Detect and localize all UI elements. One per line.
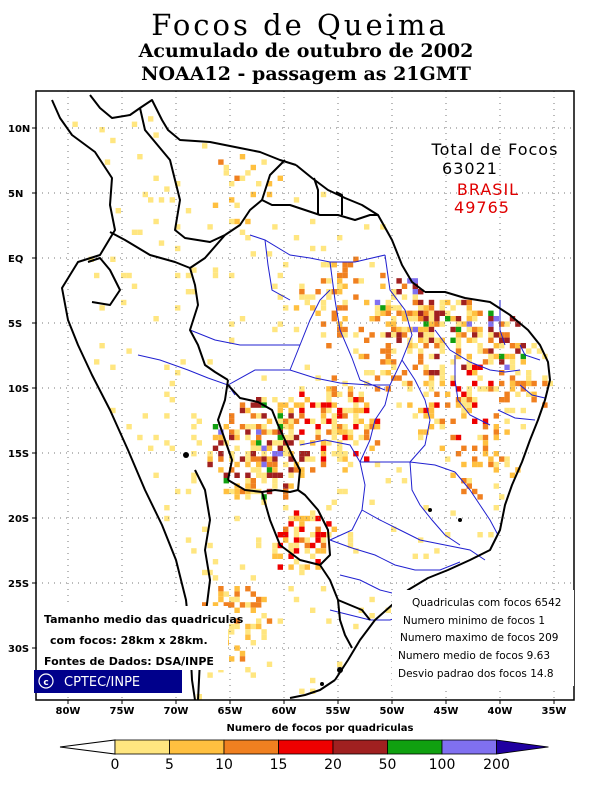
stat-stddev: Desvio padrao dos focos 14.8 [398, 668, 554, 680]
cell-size-line1: Tamanho medio das quadriculas [44, 613, 244, 626]
cell-size-line2: com focos: 28km x 28km. [50, 634, 208, 647]
total-label: Total de Focos [431, 140, 559, 159]
legend-swatch [278, 739, 334, 755]
legend-swatch [387, 739, 443, 755]
lon-tick-label: 75W [110, 706, 135, 717]
country-boundaries [51, 94, 551, 700]
logo-text: CPTEC/INPE [64, 675, 140, 690]
stat-min: Numero minimo de focos 1 [403, 615, 545, 627]
lon-tick-label: 60W [272, 706, 297, 717]
lat-tick-label: EQ [8, 254, 23, 265]
lon-tick-label: 40W [488, 706, 513, 717]
legend-tick-label: 50 [379, 757, 397, 773]
total-value: 63021 [442, 159, 498, 178]
legend-tick-label: 10 [215, 757, 233, 773]
legend-tick-label: 200 [483, 757, 510, 773]
legend-swatch [223, 739, 279, 755]
legend-tick-label: 20 [324, 757, 342, 773]
copyright-icon [38, 673, 54, 689]
state-boundaries [137, 234, 546, 621]
stat-cells: Quadriculas com focos 6542 [412, 597, 561, 609]
stat-mean: Numero medio de focos 9.63 [398, 650, 550, 662]
title-line1: Focos de Queima [151, 8, 448, 42]
lat-tick-label: 15S [8, 449, 29, 460]
lat-tick-label: 5S [8, 319, 22, 330]
lon-tick-label: 70W [164, 706, 189, 717]
axis-labels: 10N 5N EQ 5S 10S 15S 20S 25S 30S 80W 75W 70W 65W 60W 5… [8, 124, 566, 717]
lon-tick-label: 35W [542, 706, 567, 717]
lon-tick-label: 45W [434, 706, 459, 717]
info-bg [38, 606, 228, 670]
brasil-label: BRASIL [457, 180, 519, 199]
stats-box: Quadriculas com focos 6542 Numero minimo… [398, 597, 561, 680]
legend-swatch [114, 739, 170, 755]
lat-tick-label: 30S [8, 644, 29, 655]
water-bodies [183, 452, 462, 686]
legend-high-arrow [496, 739, 549, 755]
lat-tick-label: 10S [8, 384, 29, 395]
svg-text:c: c [43, 678, 48, 688]
lat-tick-label: 25S [8, 579, 29, 590]
lon-tick-label: 80W [56, 706, 81, 717]
legend-tick-label: 15 [270, 757, 288, 773]
legend-swatch [332, 739, 388, 755]
stat-max: Numero maximo de focos 209 [400, 632, 558, 644]
data-source: Fontes de Dados: DSA/INPE [44, 655, 214, 668]
stats-bg [392, 590, 574, 686]
cptec-logo [34, 670, 182, 693]
lat-tick-label: 10N [8, 124, 30, 135]
lon-tick-label: 50W [380, 706, 405, 717]
legend-low-arrow [59, 739, 116, 755]
title-line2: Acumulado de outubro de 2002 [138, 40, 474, 62]
legend-swatch [441, 739, 497, 755]
lon-tick-label: 55W [326, 706, 351, 717]
brasil-value: 49765 [454, 198, 510, 217]
lat-tick-label: 20S [8, 514, 29, 525]
legend-colorbar: 0 5 10 15 20 50 100 200 [59, 739, 549, 773]
title-line3: NOAA12 - passagem as 21GMT [141, 63, 471, 85]
legend-tick-label: 100 [429, 757, 456, 773]
lat-tick-label: 5N [8, 189, 23, 200]
map-frame [35, 90, 575, 701]
legend-tick-label: 0 [111, 757, 120, 773]
lon-tick-label: 65W [218, 706, 243, 717]
legend-title: Numero de focos por quadriculas [226, 723, 413, 734]
legend-swatch [169, 739, 225, 755]
legend-tick-label: 5 [165, 757, 174, 773]
